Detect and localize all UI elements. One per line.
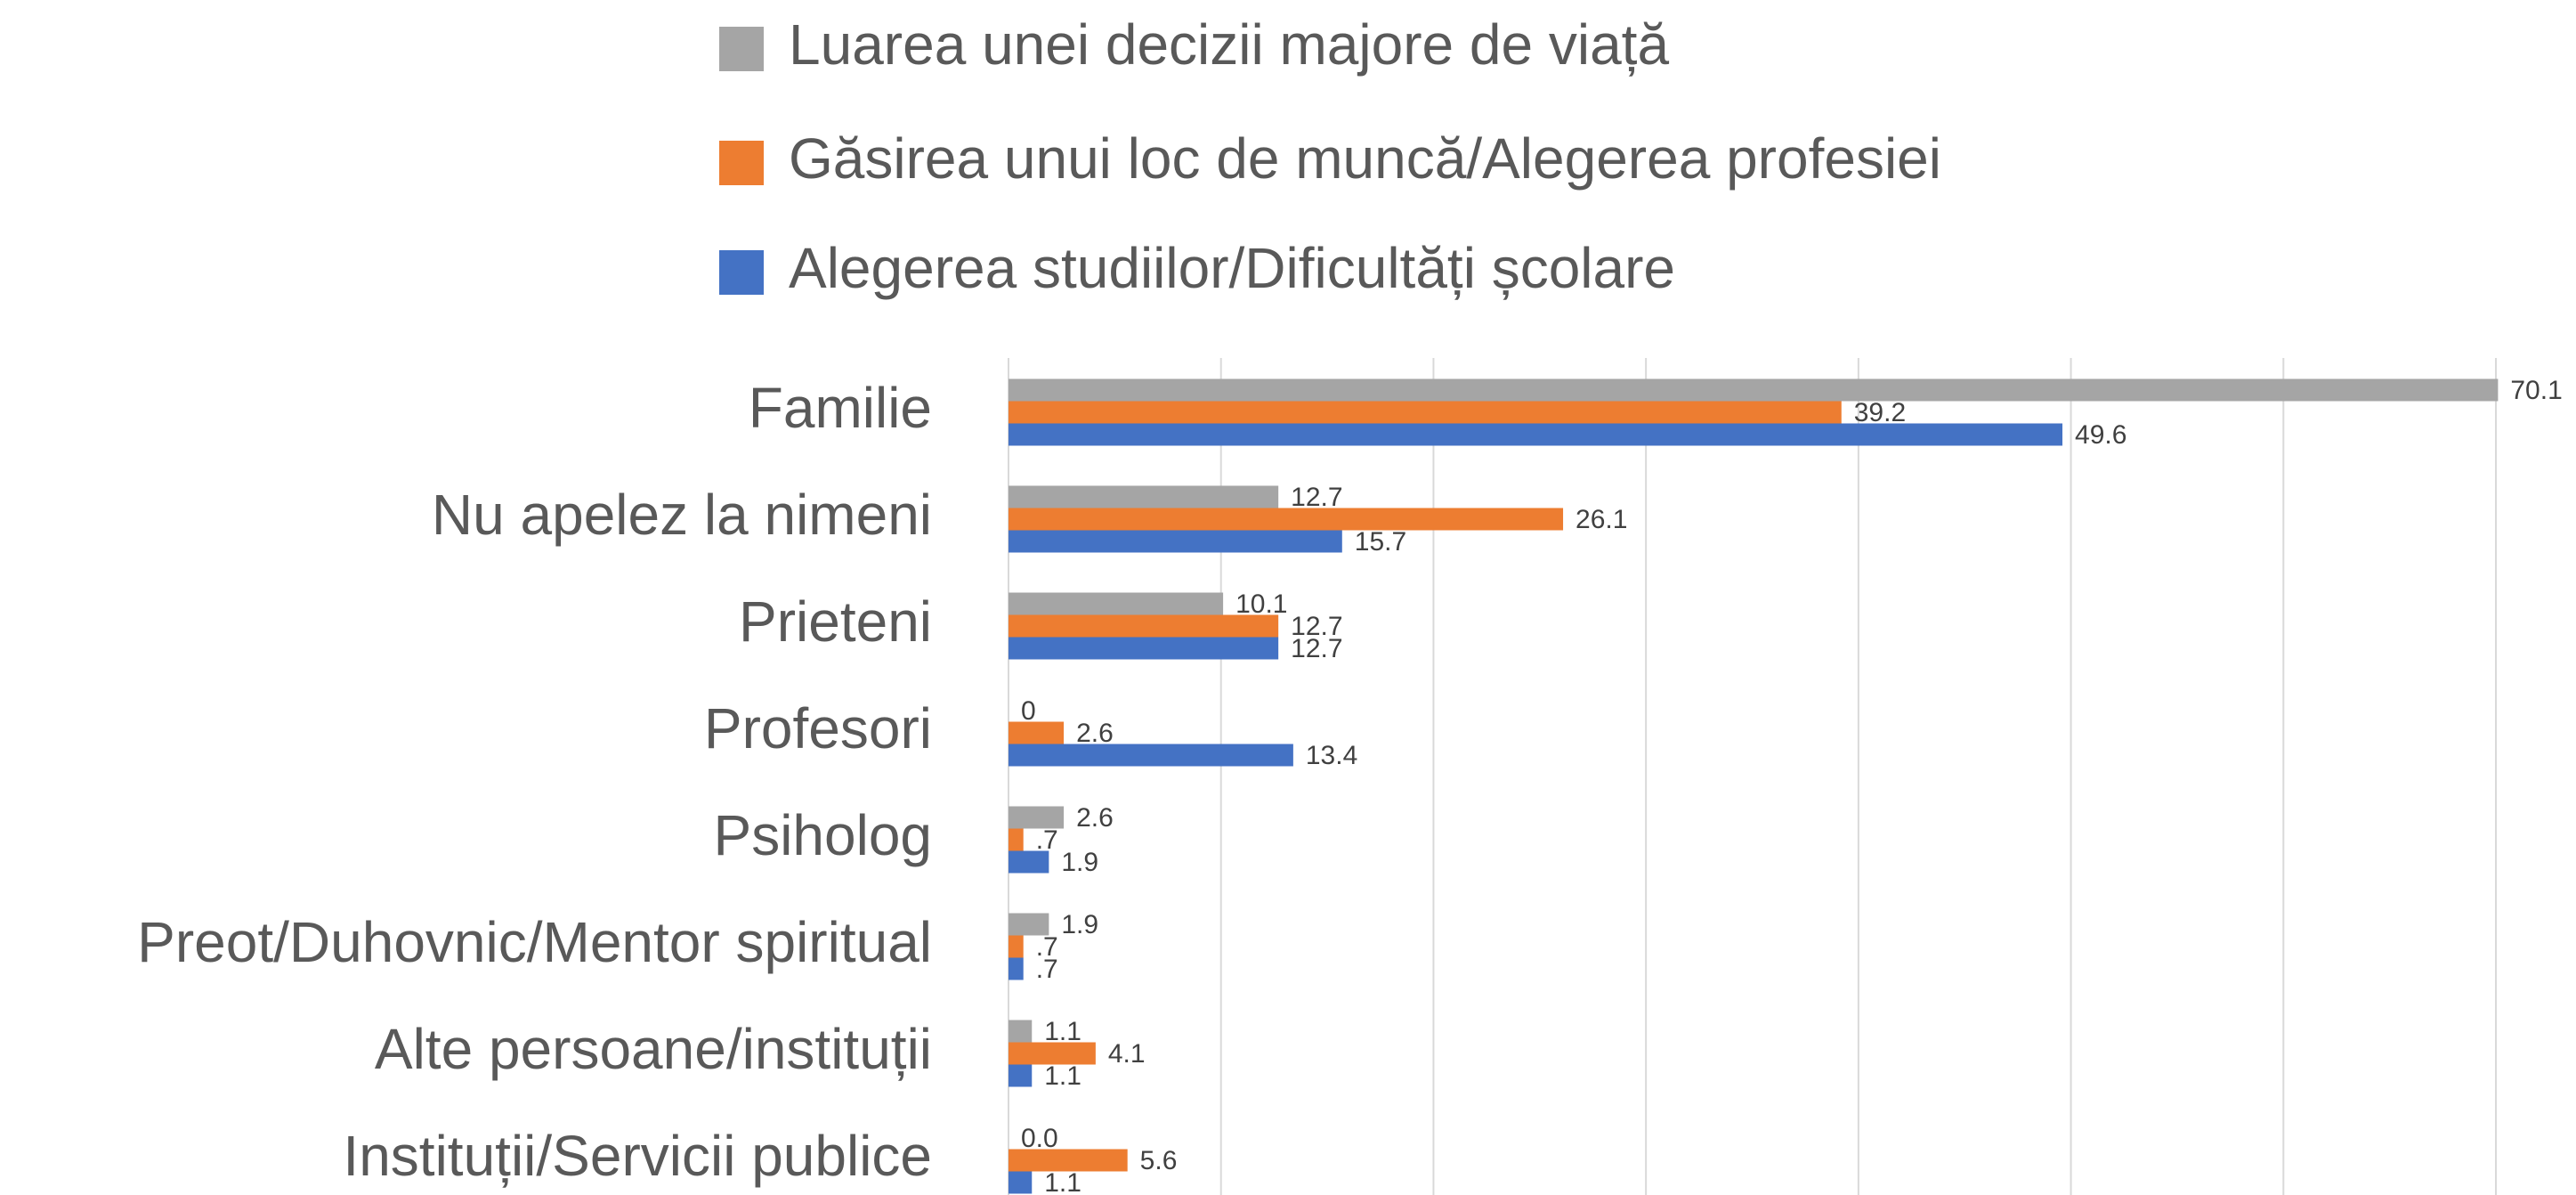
bar: [1009, 401, 1842, 424]
value-label: 12.7: [1291, 634, 1342, 663]
value-label: 0.0: [1021, 1124, 1058, 1153]
bar: [1009, 721, 1065, 744]
bar: [1009, 637, 1279, 660]
value-label: 39.2: [1854, 398, 1906, 427]
category-label: Familie: [749, 376, 932, 440]
bar: [1009, 1064, 1033, 1087]
category-label: Profesori: [704, 696, 932, 760]
value-label: 0: [1021, 696, 1036, 726]
value-label: 5.6: [1140, 1146, 1178, 1175]
bar: [1009, 1149, 1128, 1172]
bar: [1009, 508, 1564, 531]
value-label: 1.1: [1044, 1168, 1081, 1195]
value-label: 1.1: [1044, 1061, 1081, 1091]
bar: [1009, 850, 1049, 874]
category-label: Alte persoane/instituții: [375, 1017, 932, 1081]
bar: [1009, 423, 2063, 446]
bar: [1009, 1042, 1096, 1065]
value-label: 1.9: [1061, 848, 1098, 877]
category-label: Nu apelez la nimeni: [432, 483, 932, 547]
category-label: Instituții/Servicii publice: [343, 1124, 932, 1188]
legend-swatch: [719, 141, 764, 185]
value-label: 15.7: [1355, 527, 1406, 557]
bar: [1009, 744, 1293, 767]
legend-label: Alegerea studiilor/Dificultăți școlare: [789, 236, 1675, 300]
value-label: .7: [1036, 932, 1058, 962]
value-label: .7: [1036, 825, 1058, 855]
bar: [1009, 378, 2499, 402]
value-label: 1.9: [1061, 910, 1098, 939]
bar: [1009, 592, 1224, 615]
value-label: 1.1: [1044, 1017, 1081, 1046]
bar: [1009, 935, 1024, 958]
category-label: Preot/Duhovnic/Mentor spiritual: [137, 910, 932, 974]
value-label: 10.1: [1235, 589, 1287, 619]
category-label: Psiholog: [714, 803, 933, 867]
bar: [1009, 828, 1024, 851]
legend-swatch: [719, 250, 764, 295]
bar: [1009, 530, 1342, 553]
bar: [1009, 1171, 1033, 1194]
bar: [1009, 957, 1024, 980]
category-label: Prieteni: [739, 589, 932, 654]
bar: [1009, 485, 1279, 508]
bar: [1009, 806, 1065, 829]
value-label: 12.7: [1291, 612, 1342, 641]
value-label: 12.7: [1291, 483, 1342, 512]
legend-label: Luarea unei decizii majore de viață: [789, 12, 1669, 77]
value-label: 13.4: [1306, 741, 1357, 770]
value-label: 4.1: [1108, 1039, 1146, 1069]
value-label: 2.6: [1076, 719, 1114, 748]
bar: [1009, 913, 1049, 936]
value-label: 70.1: [2510, 376, 2562, 405]
bar: [1009, 614, 1279, 638]
value-label: .7: [1036, 955, 1058, 984]
value-label: 26.1: [1576, 505, 1627, 534]
value-label: 49.6: [2075, 420, 2126, 450]
legend-swatch: [719, 27, 764, 71]
legend-label: Găsirea unui loc de muncă/Alegerea profe…: [789, 126, 1941, 191]
bar: [1009, 1020, 1033, 1043]
value-label: 2.6: [1076, 803, 1114, 833]
